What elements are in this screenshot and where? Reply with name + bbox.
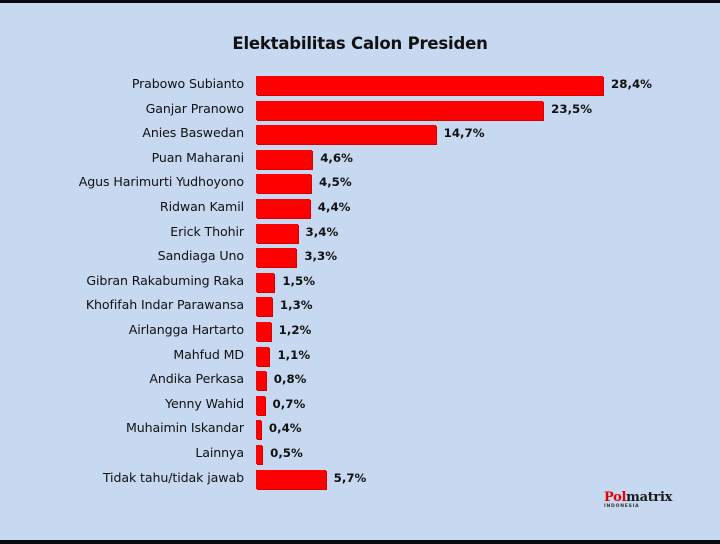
category-label: Andika Perkasa — [149, 371, 244, 387]
category-label: Agus Harimurti Yudhoyono — [78, 174, 244, 190]
bar-row: Muhaimin Iskandar 0,4% — [0, 418, 720, 442]
bar — [256, 149, 313, 169]
bar-row: Erick Thohir 3,4% — [0, 222, 720, 246]
bar — [256, 125, 436, 145]
bar-row: Andika Perkasa 0,8% — [0, 369, 720, 393]
category-label: Gibran Rakabuming Raka — [86, 272, 244, 288]
value-label: 3,3% — [304, 249, 338, 264]
value-label: 14,7% — [443, 126, 485, 141]
category-label: Sandiaga Uno — [157, 248, 244, 264]
category-label: Yenny Wahid — [165, 395, 244, 411]
value-label: 1,2% — [278, 323, 312, 337]
value-label: 28,4% — [611, 77, 652, 91]
bar-row: Mahfud MD 1,1% — [0, 345, 720, 369]
bar — [256, 100, 544, 120]
bar — [256, 223, 298, 243]
bar — [256, 76, 604, 95]
logo-wordmark: Polmatrix — [604, 491, 672, 504]
value-label: 0,7% — [272, 396, 306, 411]
bar — [256, 395, 265, 415]
bar — [256, 371, 266, 391]
category-label: Tidak tahu/tidak jawab — [102, 469, 244, 485]
value-label: 1,1% — [277, 347, 311, 362]
value-label: 1,5% — [282, 273, 316, 288]
bar-row: Lainnya 0,5% — [0, 443, 720, 467]
category-label: Mahfud MD — [173, 346, 244, 362]
value-label: 23,5% — [551, 101, 593, 116]
bar — [256, 346, 270, 366]
bar — [256, 248, 297, 268]
bar — [256, 445, 263, 464]
bar — [256, 174, 311, 194]
bar-row: Ganjar Pranowo 23,5% — [0, 99, 720, 123]
bar-row: Gibran Rakabuming Raka 1,5% — [0, 271, 720, 295]
bar — [256, 272, 275, 292]
value-label: 0,4% — [268, 421, 302, 436]
bar — [256, 469, 326, 489]
polmatrix-logo: Polmatrix INDONESIA — [604, 491, 672, 509]
logo-subtitle: INDONESIA — [604, 504, 640, 509]
top-border — [0, 0, 720, 3]
value-label: 0,5% — [270, 446, 303, 460]
bar-row: Puan Maharani 4,6% — [0, 148, 720, 172]
bottom-border — [0, 540, 720, 544]
value-label: 4,5% — [318, 175, 352, 190]
logo-part-pol: Pol — [604, 490, 627, 505]
category-label: Muhaimin Iskandar — [125, 420, 244, 436]
category-label: Khofifah Indar Parawansa — [85, 297, 244, 313]
category-label: Erick Thohir — [170, 223, 244, 239]
bar-row: Khofifah Indar Parawansa 1,3% — [0, 295, 720, 319]
bar-row: Airlangga Hartarto 1,2% — [0, 320, 720, 344]
category-label: Puan Maharani — [151, 149, 245, 165]
category-label: Ganjar Pranowo — [145, 100, 245, 116]
value-label: 5,7% — [333, 470, 367, 485]
bar — [256, 297, 272, 317]
value-label: 4,4% — [317, 200, 351, 214]
value-label: 3,4% — [305, 224, 339, 239]
bar-row: Sandiaga Uno 3,3% — [0, 246, 720, 270]
category-label: Prabowo Subianto — [131, 76, 244, 91]
bar-row: Agus Harimurti Yudhoyono 4,5% — [0, 172, 720, 196]
category-label: Lainnya — [195, 445, 244, 460]
bar-row: Prabowo Subianto 28,4% — [0, 74, 720, 98]
category-label: Anies Baswedan — [142, 125, 244, 141]
logo-part-matrix: matrix — [626, 490, 673, 505]
category-label: Ridwan Kamil — [159, 199, 244, 214]
bar-row: Anies Baswedan 14,7% — [0, 123, 720, 147]
value-label: 4,6% — [320, 150, 353, 165]
bar-row: Ridwan Kamil 4,4% — [0, 197, 720, 221]
value-label: 1,3% — [279, 298, 313, 313]
category-label: Airlangga Hartarto — [128, 322, 244, 337]
bar — [256, 322, 271, 341]
bar — [256, 199, 310, 218]
bar — [256, 420, 261, 440]
bar-row: Yenny Wahid 0,7% — [0, 394, 720, 418]
bar-row: Tidak tahu/tidak jawab 5,7% — [0, 468, 720, 492]
value-label: 0,8% — [273, 372, 307, 387]
chart-title: Elektabilitas Calon Presiden — [232, 34, 488, 53]
